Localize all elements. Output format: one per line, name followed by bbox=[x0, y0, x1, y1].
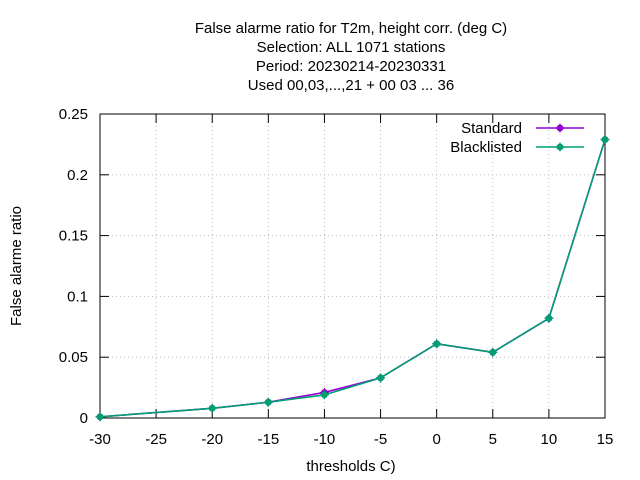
axes bbox=[99, 113, 606, 419]
legend-label: Standard bbox=[461, 120, 522, 137]
chart-title-line: Period: 20230214-20230331 bbox=[256, 58, 446, 75]
series-blacklisted bbox=[95, 135, 610, 422]
series-line bbox=[99, 139, 606, 418]
y-tick-label: 0.25 bbox=[59, 106, 88, 123]
y-tick-label: 0.1 bbox=[67, 288, 88, 305]
x-tick-label: 5 bbox=[489, 431, 497, 448]
series-line bbox=[99, 139, 606, 418]
legend-label: Blacklisted bbox=[450, 139, 522, 156]
x-tick-label: -10 bbox=[314, 431, 336, 448]
y-axis-label: False alarme ratio bbox=[8, 206, 25, 326]
x-tick-label: -15 bbox=[257, 431, 279, 448]
text-layer: -30 -25 -20 -15 -10 -5 0 5 10 15 0 0.05 0.1 0.15 0.2 0.… bbox=[8, 20, 613, 475]
grid bbox=[100, 114, 605, 418]
x-tick-label: -25 bbox=[145, 431, 167, 448]
y-tick-label: 0.15 bbox=[59, 228, 88, 245]
y-tick-label: 0.2 bbox=[67, 167, 88, 184]
x-axis-label: thresholds C) bbox=[306, 458, 395, 475]
x-tick-label: 10 bbox=[541, 431, 558, 448]
plot-frame bbox=[99, 113, 606, 419]
chart-title-line: Selection: ALL 1071 stations bbox=[257, 39, 446, 56]
y-tick-label: 0 bbox=[80, 410, 88, 427]
y-tick-label: 0.05 bbox=[59, 349, 88, 366]
x-tick-label: -30 bbox=[89, 431, 111, 448]
x-tick-label: 0 bbox=[432, 431, 440, 448]
series-standard bbox=[95, 135, 610, 422]
x-tick-label: -20 bbox=[201, 431, 223, 448]
x-tick-label: -5 bbox=[374, 431, 387, 448]
series-layer bbox=[95, 135, 610, 422]
chart-title-line: Used 00,03,...,21 + 00 03 ... 36 bbox=[248, 77, 454, 94]
legend: Standard Blacklisted bbox=[450, 120, 584, 156]
chart-title-line: False alarme ratio for T2m, height corr.… bbox=[195, 20, 507, 37]
x-tick-label: 15 bbox=[597, 431, 614, 448]
